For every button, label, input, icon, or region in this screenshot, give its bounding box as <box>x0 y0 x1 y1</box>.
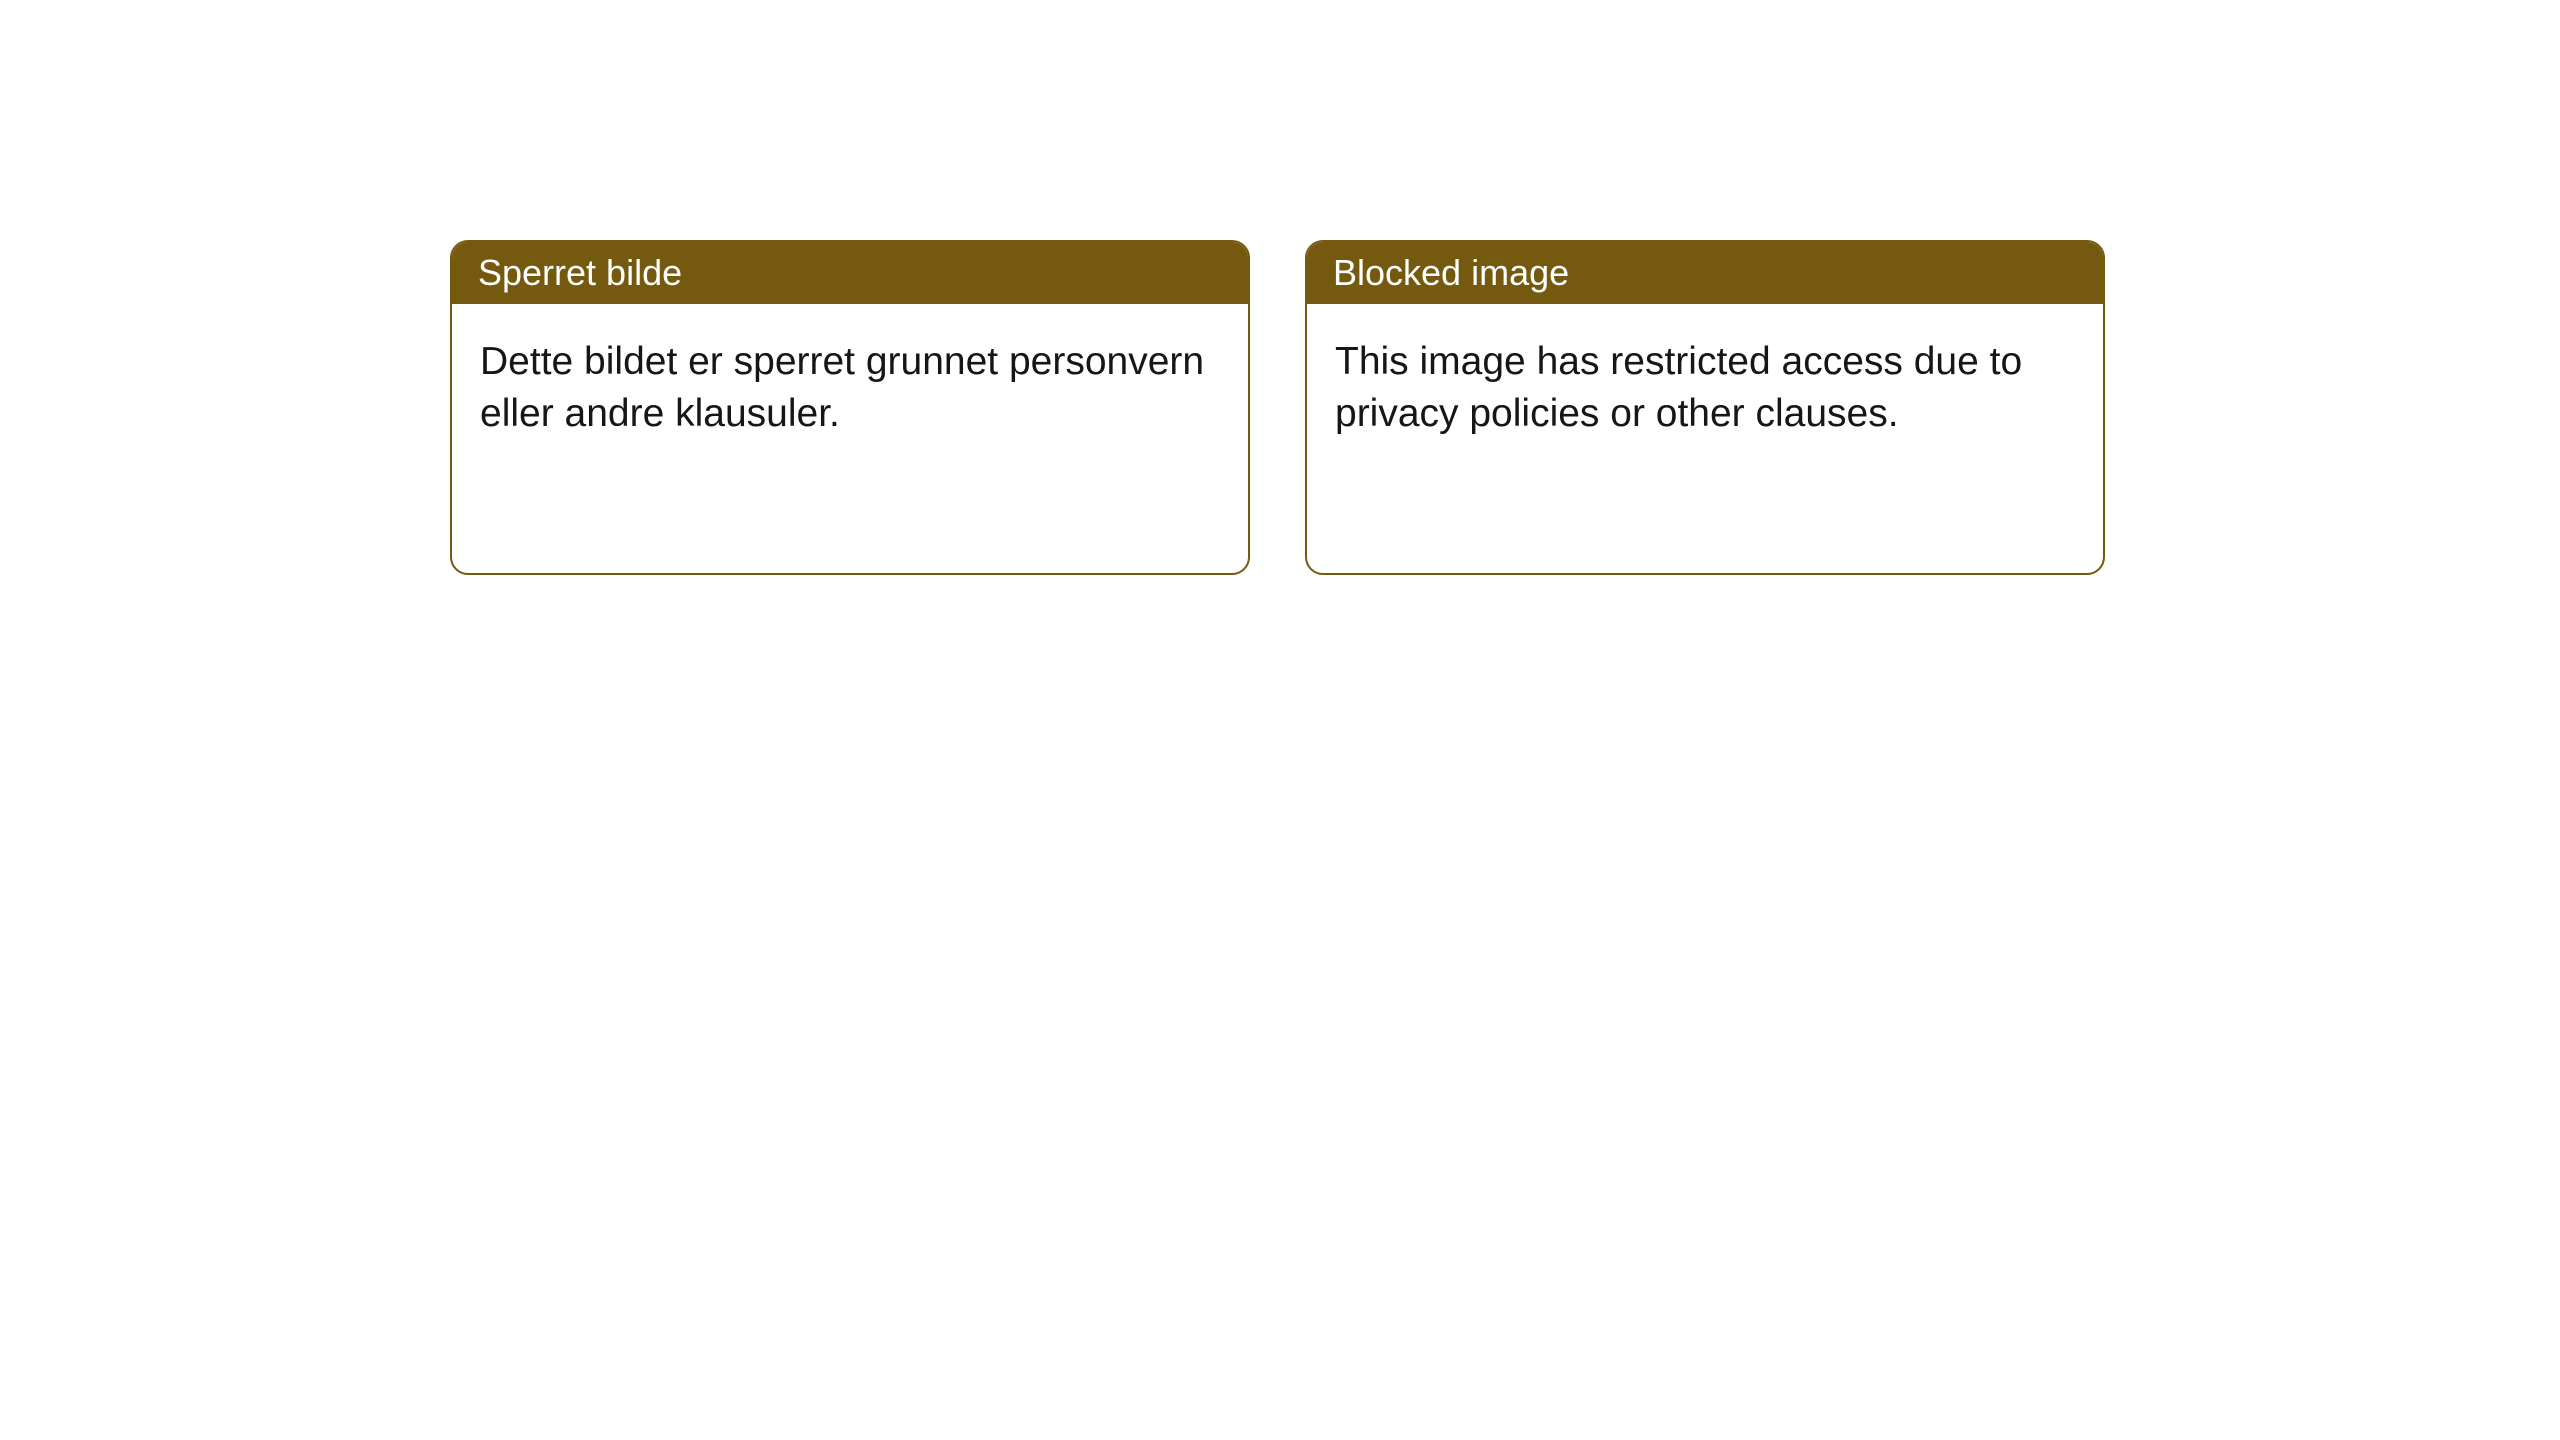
notice-body-norwegian: Dette bildet er sperret grunnet personve… <box>452 304 1248 473</box>
notice-header-norwegian: Sperret bilde <box>452 242 1248 304</box>
notice-card-norwegian: Sperret bilde Dette bildet er sperret gr… <box>450 240 1250 575</box>
notice-card-english: Blocked image This image has restricted … <box>1305 240 2105 575</box>
notice-container: Sperret bilde Dette bildet er sperret gr… <box>450 240 2105 575</box>
notice-header-english: Blocked image <box>1307 242 2103 304</box>
notice-body-english: This image has restricted access due to … <box>1307 304 2103 473</box>
